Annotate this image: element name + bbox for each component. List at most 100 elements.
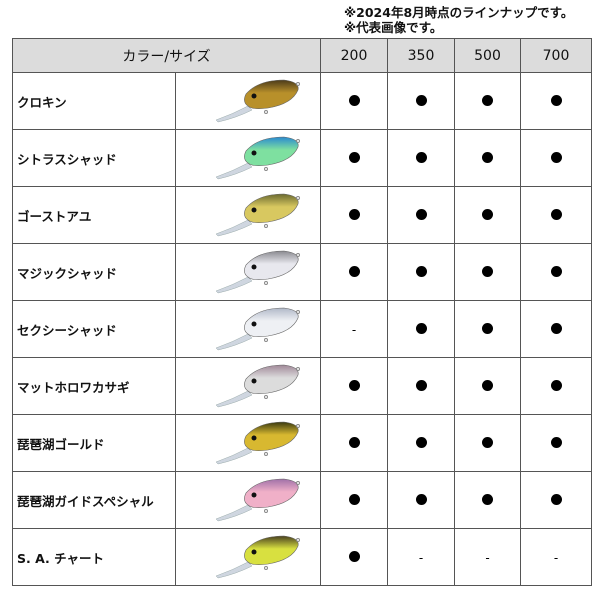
notes: ※2024年8月時点のラインナップです。 ※代表画像です。	[344, 5, 573, 35]
available-mark	[348, 266, 360, 277]
color-name: シトラスシャッド	[12, 129, 176, 187]
available-mark	[482, 95, 494, 106]
availability-500	[454, 300, 522, 358]
lineup-table: カラー/サイズ 200 350 500 700 クロキン シトラスシャッド ゴー…	[11, 38, 593, 586]
availability-350	[387, 72, 456, 130]
availability-200: -	[320, 300, 389, 358]
table-row: 琵琶湖ガイドスペシャル	[12, 471, 593, 529]
available-mark	[550, 95, 562, 106]
color-name: セクシーシャッド	[12, 300, 176, 358]
header-size-200: 200	[320, 38, 389, 73]
availability-500	[454, 243, 522, 301]
available-mark	[482, 494, 494, 505]
lure-image	[174, 414, 322, 472]
availability-350	[387, 414, 456, 472]
available-mark	[348, 95, 360, 106]
available-mark	[348, 494, 360, 505]
color-name: 琵琶湖ゴールド	[12, 414, 176, 472]
available-mark	[415, 152, 427, 163]
availability-350	[387, 300, 456, 358]
availability-500	[454, 72, 522, 130]
table-row: シトラスシャッド	[12, 129, 593, 187]
availability-700: -	[520, 528, 593, 586]
available-mark	[348, 437, 360, 448]
availability-500	[454, 129, 522, 187]
header-size-350: 350	[387, 38, 456, 73]
lure-image	[174, 471, 322, 529]
availability-200	[320, 471, 389, 529]
color-name: クロキン	[12, 72, 176, 130]
availability-500	[454, 186, 522, 244]
available-mark	[550, 209, 562, 220]
color-name: 琵琶湖ガイドスペシャル	[12, 471, 176, 529]
lure-image	[174, 243, 322, 301]
available-mark	[482, 152, 494, 163]
table-row: 琵琶湖ゴールド	[12, 414, 593, 472]
unavailable-mark: -	[553, 551, 559, 565]
availability-700	[520, 357, 593, 415]
availability-200	[320, 186, 389, 244]
availability-200	[320, 72, 389, 130]
availability-500	[454, 471, 522, 529]
header-size-700: 700	[520, 38, 593, 73]
table-row: セクシーシャッド -	[12, 300, 593, 358]
available-mark	[348, 209, 360, 220]
color-name: S. A. チャート	[12, 528, 176, 586]
availability-700	[520, 72, 593, 130]
color-name: マットホロワカサギ	[12, 357, 176, 415]
availability-350	[387, 357, 456, 415]
availability-200	[320, 243, 389, 301]
available-mark	[415, 323, 427, 334]
available-mark	[550, 266, 562, 277]
availability-200	[320, 528, 389, 586]
available-mark	[550, 494, 562, 505]
availability-500	[454, 414, 522, 472]
table-row: マットホロワカサギ	[12, 357, 593, 415]
available-mark	[482, 380, 494, 391]
availability-200	[320, 357, 389, 415]
header-row: カラー/サイズ 200 350 500 700	[11, 38, 593, 73]
availability-500	[454, 357, 522, 415]
color-name: マジックシャッド	[12, 243, 176, 301]
available-mark	[415, 95, 427, 106]
availability-700	[520, 414, 593, 472]
available-mark	[482, 323, 494, 334]
color-name: ゴーストアユ	[12, 186, 176, 244]
table-row: ゴーストアユ	[12, 186, 593, 244]
available-mark	[415, 494, 427, 505]
availability-700	[520, 471, 593, 529]
unavailable-mark: -	[418, 551, 424, 565]
table-row: クロキン	[12, 72, 593, 130]
availability-350	[387, 471, 456, 529]
availability-200	[320, 414, 389, 472]
lure-image	[174, 72, 322, 130]
table-row: マジックシャッド	[12, 243, 593, 301]
availability-700	[520, 129, 593, 187]
availability-700	[520, 300, 593, 358]
note-lineup-date: ※2024年8月時点のラインナップです。	[344, 5, 574, 20]
table-row: S. A. チャート - - -	[12, 528, 593, 586]
unavailable-mark: -	[351, 323, 357, 337]
available-mark	[482, 266, 494, 277]
note-representative-image: ※代表画像です。	[344, 20, 443, 35]
available-mark	[348, 152, 360, 163]
available-mark	[550, 437, 562, 448]
available-mark	[415, 266, 427, 277]
available-mark	[415, 380, 427, 391]
availability-350	[387, 129, 456, 187]
available-mark	[550, 152, 562, 163]
availability-200	[320, 129, 389, 187]
lure-image	[174, 186, 322, 244]
availability-700	[520, 186, 593, 244]
lure-image	[174, 357, 322, 415]
header-color-size: カラー/サイズ	[11, 38, 322, 73]
lure-image	[174, 300, 322, 358]
available-mark	[348, 551, 360, 562]
availability-350	[387, 243, 456, 301]
availability-350	[387, 186, 456, 244]
availability-350: -	[387, 528, 456, 586]
available-mark	[348, 380, 360, 391]
lure-image	[174, 528, 322, 586]
unavailable-mark: -	[485, 551, 490, 565]
available-mark	[415, 437, 427, 448]
